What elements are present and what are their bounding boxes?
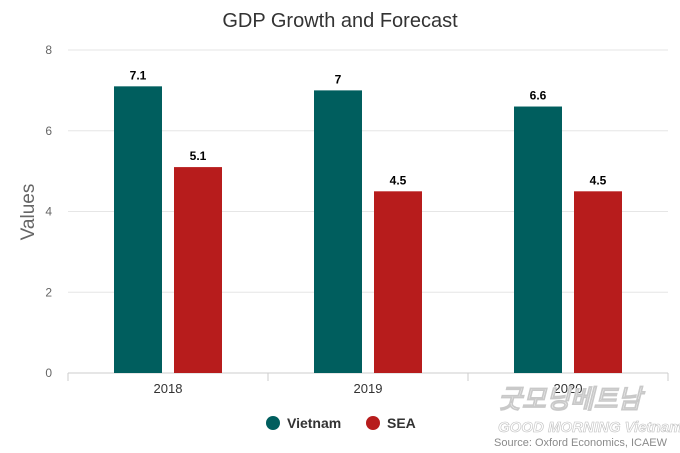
data-label: 7	[335, 72, 342, 86]
watermark-line2: GOOD MORNING Vietnam	[498, 419, 680, 436]
bar-vietnam-2019[interactable]	[314, 90, 362, 373]
source-note: Source: Oxford Economics, ICAEW	[494, 437, 668, 449]
x-tick-label: 2020	[554, 381, 583, 396]
legend-label: SEA	[387, 415, 416, 431]
grid-lines	[68, 49, 668, 374]
bar-sea-2020[interactable]	[574, 191, 622, 373]
bar-vietnam-2020[interactable]	[514, 106, 562, 374]
x-tick-label: 2018	[154, 381, 183, 396]
data-labels: 7.1 5.1 7 4.5 6.6 4.5	[130, 68, 607, 187]
data-label: 4.5	[390, 173, 407, 187]
y-tick-label: 8	[45, 43, 52, 57]
data-label: 5.1	[190, 149, 207, 163]
legend-swatch	[266, 416, 280, 430]
bars	[114, 86, 622, 374]
data-label: 4.5	[590, 173, 607, 187]
y-ticks: 0 2 4 6 8	[45, 43, 52, 380]
chart-title: GDP Growth and Forecast	[222, 10, 458, 32]
y-axis-label: Values	[18, 184, 39, 241]
x-axis: 2018 2019 2020	[67, 373, 669, 396]
data-label: 6.6	[530, 89, 547, 103]
y-tick-label: 2	[45, 285, 52, 299]
legend[interactable]: Vietnam SEA	[266, 415, 416, 431]
data-label: 7.1	[130, 68, 147, 82]
legend-item-sea[interactable]: SEA	[366, 415, 416, 431]
watermark-logo: 굿모닝베트남 GOOD MORNING Vietnam	[498, 384, 680, 437]
y-tick-label: 0	[45, 366, 52, 380]
legend-item-vietnam[interactable]: Vietnam	[266, 415, 341, 431]
y-tick-label: 6	[45, 124, 52, 138]
legend-label: Vietnam	[287, 415, 341, 431]
bar-vietnam-2018[interactable]	[114, 86, 162, 374]
x-tick-label: 2019	[354, 381, 383, 396]
y-tick-label: 4	[45, 205, 52, 219]
legend-swatch	[366, 416, 380, 430]
watermark-line1: 굿모닝베트남	[498, 384, 646, 414]
bar-sea-2018[interactable]	[174, 167, 222, 373]
bar-sea-2019[interactable]	[374, 191, 422, 373]
